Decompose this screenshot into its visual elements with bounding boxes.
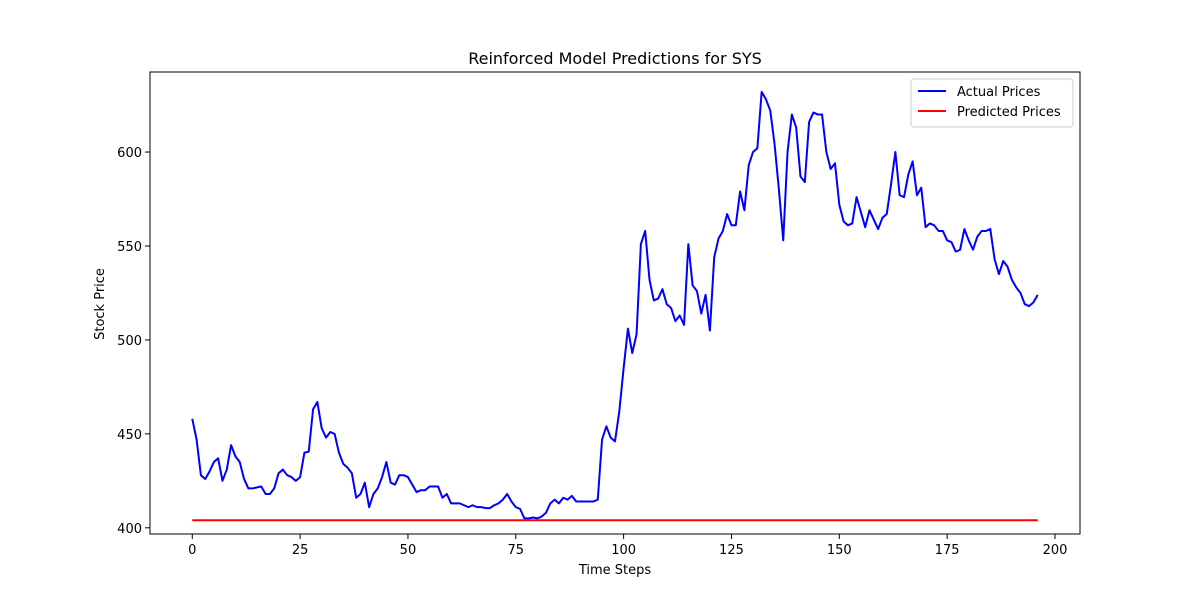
plot-frame (149, 71, 1081, 535)
legend-box (910, 78, 1074, 128)
y-axis-label: Stock Price (93, 268, 108, 340)
y-tick-label: 500 (117, 334, 142, 349)
y-tick-label: 600 (117, 146, 142, 161)
x-tick-label: 25 (292, 543, 309, 558)
series-line-actual (191, 90, 1039, 520)
y-tick-label: 550 (117, 240, 142, 255)
x-tick-label: 200 (1043, 543, 1068, 558)
y-tick-label: 450 (117, 428, 142, 443)
legend-label-actual: Actual Prices (957, 85, 1041, 100)
x-tick-label: 175 (935, 543, 960, 558)
x-tick-label: 100 (611, 543, 636, 558)
y-axis-ticks: 400 450 500 550 600 (117, 146, 150, 537)
x-tick-label: 0 (188, 543, 196, 558)
legend-label-predicted: Predicted Prices (957, 105, 1061, 120)
y-tick-label: 400 (117, 522, 142, 537)
x-tick-label: 75 (508, 543, 525, 558)
x-tick-label: 50 (400, 543, 417, 558)
x-axis-label: Time Steps (578, 563, 652, 578)
x-tick-label: 125 (719, 543, 744, 558)
legend: Actual Prices Predicted Prices (910, 78, 1074, 128)
chart-title: Reinforced Model Predictions for SYS (468, 49, 762, 68)
x-axis-ticks: 0 25 50 75 100 125 150 175 200 (188, 534, 1067, 558)
x-tick-label: 150 (827, 543, 852, 558)
plot-area (191, 90, 1039, 522)
